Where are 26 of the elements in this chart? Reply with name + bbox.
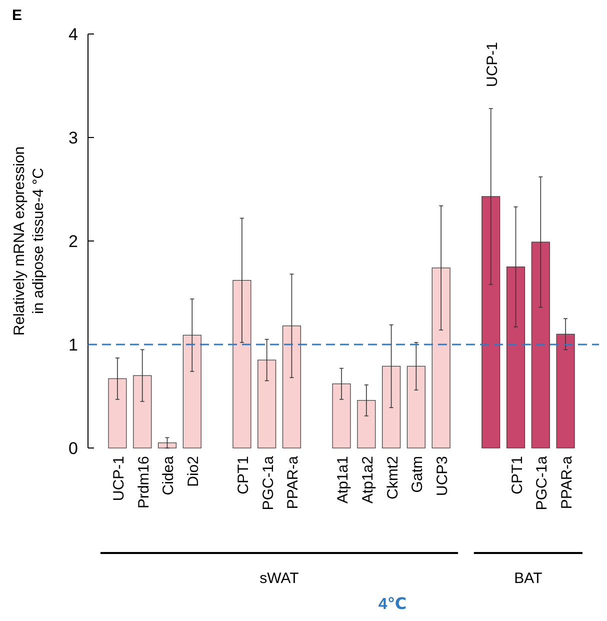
x-tick-label: PPAR-a (284, 455, 302, 510)
y-tick-label: 4 (68, 24, 78, 44)
x-tick-label: Ckmt2 (384, 456, 402, 500)
x-tick-label: Dio2 (185, 456, 202, 487)
chart-title: E (12, 7, 22, 24)
x-tick-label: CPT1 (234, 456, 252, 494)
x-tick-label: Atp1a1 (334, 456, 352, 504)
text: 4℃ (378, 596, 407, 613)
x-tick-label: PGC-1a (534, 455, 551, 510)
text: BAT (514, 570, 542, 587)
x-tick-label: CPT1 (508, 456, 526, 494)
x-tick-label: Atp1a2 (359, 456, 376, 504)
x-tick-label: Prdm16 (135, 456, 152, 509)
y-tick-label: 1 (68, 335, 78, 354)
y-tick-label: 0 (68, 438, 78, 458)
x-tick-label: Cidea (160, 455, 178, 496)
x-tick-label: UCP3 (434, 456, 452, 496)
x-tick-label: PGC-1a (260, 455, 277, 510)
y-tick-label: 2 (68, 232, 78, 251)
x-tick-label: Gatm (409, 456, 426, 493)
x-tick-label: PPAR-a (558, 455, 576, 510)
annotation: UCP-1 (484, 42, 501, 87)
y-axis-title: Relatively mRNA expression in adipose tissue-4 °C (11, 146, 47, 336)
x-tick-label: UCP-1 (110, 456, 128, 502)
text: sWAT (260, 570, 299, 587)
y-tick-label: 3 (68, 128, 78, 148)
